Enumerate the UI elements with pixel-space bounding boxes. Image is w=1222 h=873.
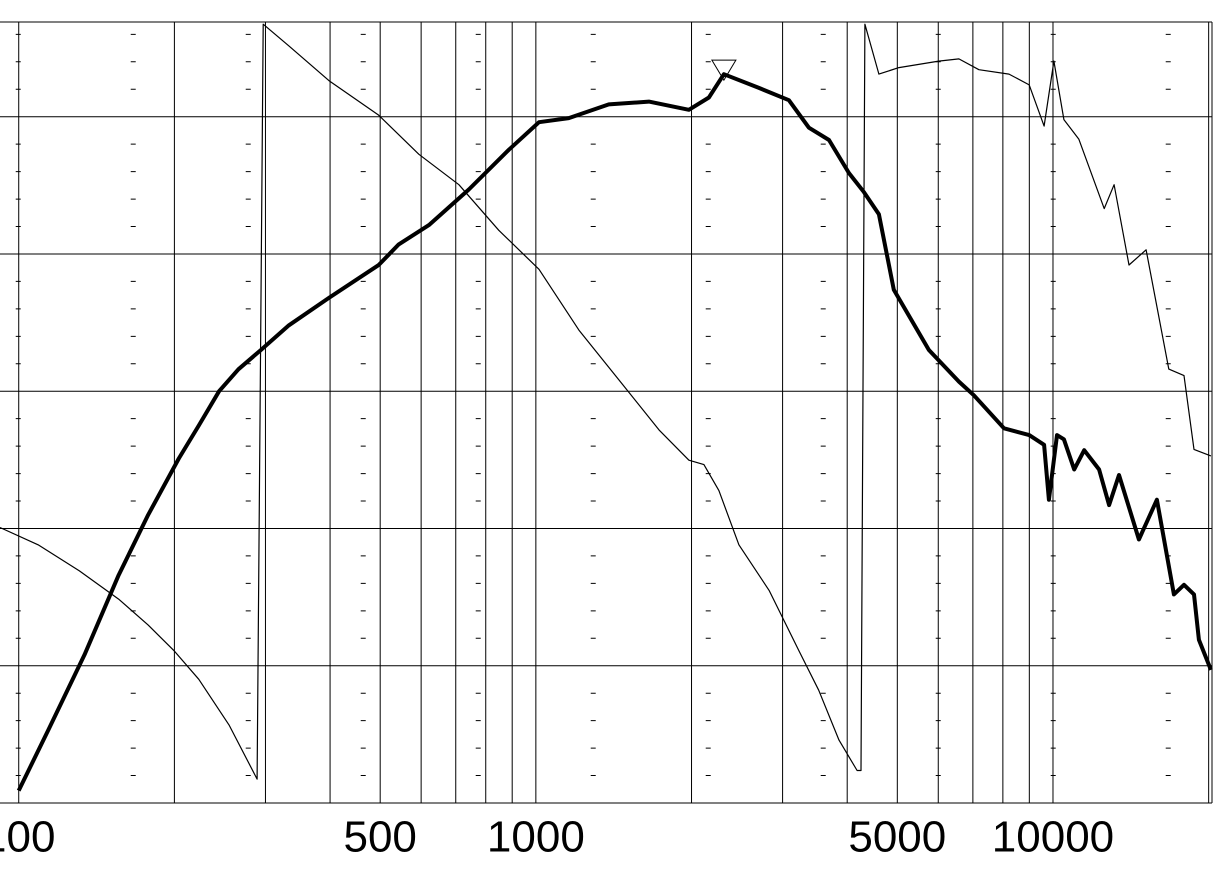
x-tick-label: 100: [0, 813, 55, 862]
series-line: [0, 23, 1212, 780]
plot-area: [0, 23, 1213, 792]
x-tick-label: 1000: [487, 813, 585, 862]
x-tick-label: 10000: [992, 813, 1114, 862]
x-tick-label: 500: [343, 813, 416, 862]
grid: [0, 22, 1212, 804]
series-line: [16, 72, 1213, 792]
x-tick-label: 5000: [848, 813, 946, 862]
peak-marker: [711, 59, 737, 82]
x-axis-labels: 100 500 1000 5000 10000: [0, 813, 1114, 862]
